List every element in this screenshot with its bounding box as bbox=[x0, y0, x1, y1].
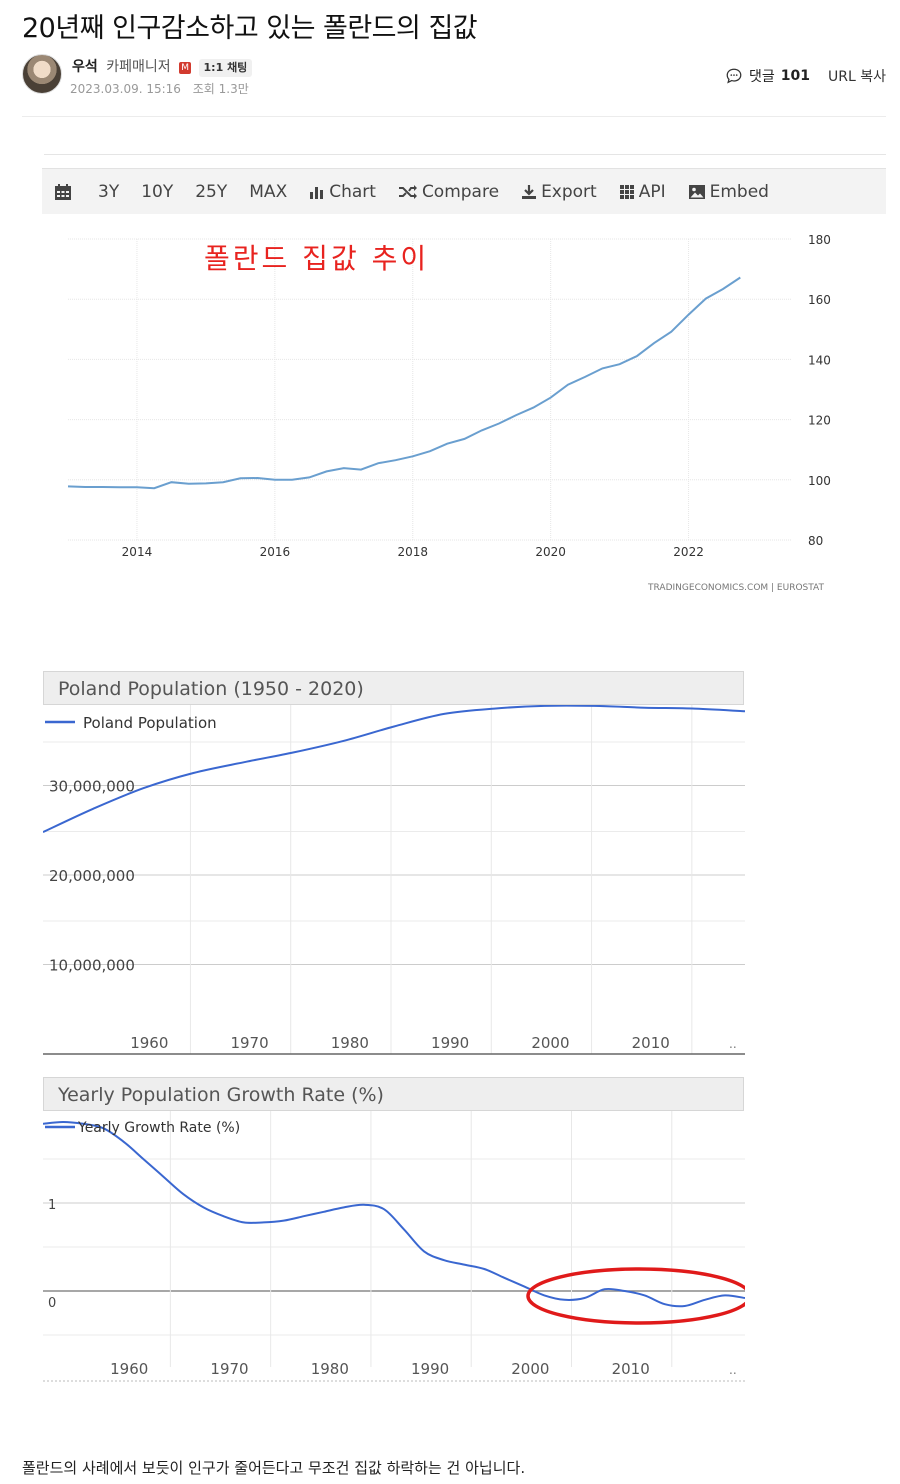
y-tick-label: 140 bbox=[808, 353, 831, 367]
post-tools: 댓글 101 URL 복사 bbox=[725, 66, 886, 86]
calendar-button[interactable] bbox=[54, 183, 76, 201]
manager-badge-icon: M bbox=[179, 62, 192, 74]
grid-icon bbox=[619, 185, 634, 199]
compare-button[interactable]: Compare bbox=[398, 182, 499, 202]
url-copy-button[interactable]: URL 복사 bbox=[828, 69, 886, 85]
post-body-text: 폴란드의 사례에서 보듯이 인구가 줄어든다고 무조건 집값 하락하는 건 아닙… bbox=[22, 1459, 526, 1477]
range-3y-button[interactable]: 3Y bbox=[98, 182, 120, 202]
house-price-series-line bbox=[67, 276, 741, 490]
shuffle-icon bbox=[398, 185, 417, 199]
x-tick-label: 2016 bbox=[260, 545, 291, 559]
x-tick-label: 1960 bbox=[110, 1360, 148, 1378]
chart-source-label: TRADINGECONOMICS.COM | EUROSTAT bbox=[647, 583, 824, 593]
compare-button-label: Compare bbox=[421, 182, 500, 202]
chart-annotation: 폴란드 집값 추이 bbox=[204, 242, 429, 275]
chart-button-label: Chart bbox=[329, 182, 376, 202]
y-tick-label: 180 bbox=[808, 233, 831, 247]
range-10y-button[interactable]: 10Y bbox=[141, 182, 174, 202]
population-series-line bbox=[42, 704, 746, 834]
population-chart: 10,000,000 20,000,000 30,000,000 1960 1970 19… bbox=[42, 704, 746, 1055]
y-tick-label: 100 bbox=[808, 474, 831, 488]
y-tick-label: 120 bbox=[808, 414, 831, 428]
header-divider bbox=[22, 116, 886, 117]
export-button-label: Export bbox=[541, 182, 597, 202]
x-tick-label: 2020 bbox=[535, 545, 566, 559]
x-tick-label: .. bbox=[729, 1037, 737, 1051]
highlight-circle bbox=[526, 1267, 752, 1325]
comment-icon[interactable] bbox=[725, 67, 743, 85]
comments-count[interactable]: 101 bbox=[780, 68, 810, 84]
legend-label: Poland Population bbox=[83, 714, 217, 732]
y-tick-label: 10,000,000 bbox=[49, 957, 135, 975]
api-button[interactable]: API bbox=[619, 182, 666, 202]
house-price-chart: 80 100 120 140 160 180 2014 2016 2018 2020 2022 폴란드… bbox=[67, 233, 831, 593]
y-tick-label: 20,000,000 bbox=[49, 867, 135, 885]
post-title: 20년째 인구감소하고 있는 폴란드의 집값 bbox=[22, 13, 478, 44]
api-button-label: API bbox=[638, 182, 666, 202]
post-views: 조회 1.3만 bbox=[192, 82, 249, 96]
x-tick-label: 1980 bbox=[311, 1360, 349, 1378]
population-chart-header: Poland Population (1950 - 2020) bbox=[43, 671, 744, 705]
x-tick-label: 2010 bbox=[612, 1360, 650, 1378]
calendar-icon bbox=[55, 184, 71, 200]
x-tick-label: 2022 bbox=[673, 545, 704, 559]
embed-button-label: Embed bbox=[709, 182, 769, 202]
y-tick-label: 160 bbox=[808, 293, 831, 307]
te-toolbar: 3Y 10Y 25Y MAX Chart Compare Export API … bbox=[42, 168, 886, 216]
author-avatar[interactable] bbox=[22, 54, 62, 94]
growth-chart-panel: 1 0 1960 1970 1980 1990 2000 2010.. Yearly Growt… bbox=[42, 1111, 752, 1383]
y-tick-label: 80 bbox=[808, 534, 823, 548]
image-icon bbox=[688, 185, 705, 199]
range-25y-button[interactable]: 25Y bbox=[195, 182, 228, 202]
embed-button[interactable]: Embed bbox=[688, 182, 769, 202]
te-chart-panel: 80 100 120 140 160 180 2014 2016 2018 2020 2022 폴란드… bbox=[42, 214, 886, 606]
author-role: 카페매니저 bbox=[106, 59, 171, 75]
author-name[interactable]: 우석 bbox=[72, 59, 98, 75]
x-tick-label: 1980 bbox=[331, 1034, 369, 1052]
x-tick-label: 1970 bbox=[210, 1360, 248, 1378]
download-icon bbox=[522, 185, 537, 199]
post-meta: 2023.03.09. 15:16 조회 1.3만 bbox=[70, 80, 249, 97]
x-tick-label: .. bbox=[729, 1363, 737, 1377]
chat-button[interactable]: 1:1 채팅 bbox=[198, 59, 253, 77]
author-line: 우석 카페매니저 M 1:1 채팅 bbox=[72, 56, 253, 77]
growth-rate-chart: 1 0 1960 1970 1980 1990 2000 2010 .. Yearly Growt… bbox=[42, 1111, 752, 1382]
x-tick-label: 1990 bbox=[431, 1034, 469, 1052]
export-button[interactable]: Export bbox=[521, 182, 597, 202]
population-chart-panel: 10,000,000 20,000,000 30,000,000 1960 1970 19… bbox=[42, 704, 746, 1055]
x-tick-label: 2010 bbox=[632, 1034, 670, 1052]
te-top-divider bbox=[44, 154, 886, 155]
comments-label[interactable]: 댓글 bbox=[749, 69, 775, 85]
x-tick-label: 1960 bbox=[130, 1034, 168, 1052]
chart-button[interactable]: Chart bbox=[309, 182, 376, 202]
range-max-button[interactable]: MAX bbox=[249, 182, 288, 202]
x-tick-label: 1990 bbox=[411, 1360, 449, 1378]
y-tick-label: 0 bbox=[48, 1296, 56, 1311]
growth-series-line bbox=[42, 1120, 746, 1308]
x-tick-label: 2014 bbox=[122, 545, 153, 559]
y-tick-label: 30,000,000 bbox=[49, 778, 135, 796]
growth-chart-header: Yearly Population Growth Rate (%) bbox=[43, 1077, 744, 1111]
post-date: 2023.03.09. 15:16 bbox=[70, 82, 181, 96]
x-tick-label: 2000 bbox=[511, 1360, 549, 1378]
legend-label: Yearly Growth Rate (%) bbox=[77, 1120, 240, 1136]
x-tick-label: 2000 bbox=[531, 1034, 569, 1052]
x-tick-label: 2018 bbox=[397, 545, 428, 559]
y-tick-label: 1 bbox=[48, 1198, 56, 1213]
bar-chart-icon bbox=[310, 187, 324, 199]
x-tick-label: 1970 bbox=[230, 1034, 268, 1052]
